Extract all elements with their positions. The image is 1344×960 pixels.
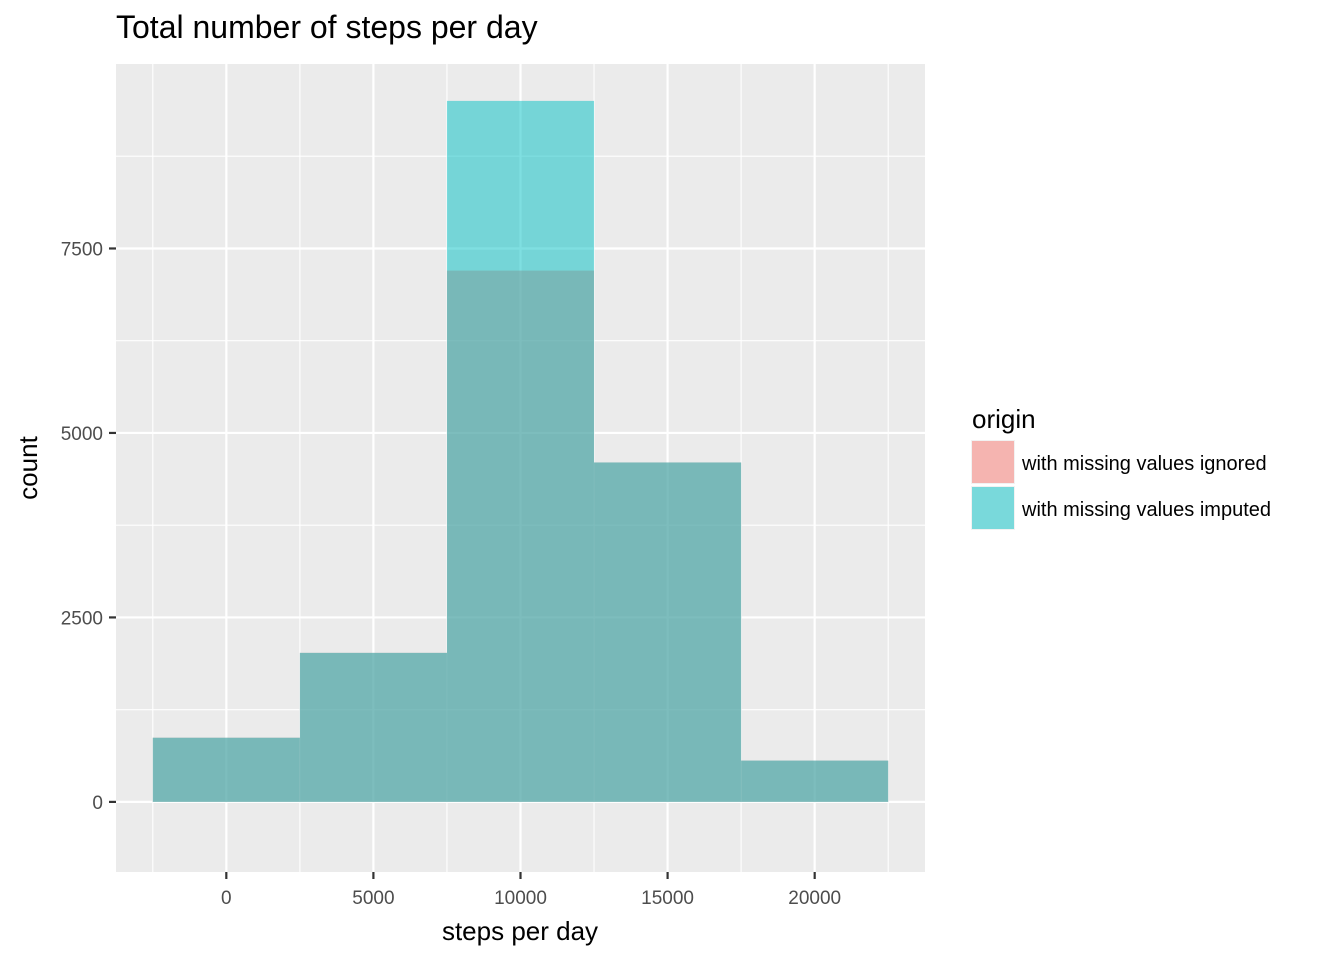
y-axis-title: count: [13, 435, 43, 499]
x-tick-label: 20000: [788, 888, 841, 909]
y-tick-labels: 0 2500 5000 7500: [61, 239, 103, 813]
legend-key-ignored: [972, 441, 1014, 483]
legend-key-imputed: [972, 487, 1014, 529]
bar-imputed-0: [152, 737, 300, 802]
x-tick-label: 10000: [494, 888, 547, 909]
x-tick-label: 5000: [352, 888, 394, 909]
legend-label-imputed: with missing values imputed: [1021, 499, 1271, 521]
chart-title: Total number of steps per day: [116, 9, 538, 45]
bar-imputed-1: [299, 652, 447, 802]
bar-imputed-2: [446, 100, 595, 802]
x-tick-labels: 0 5000 10000 15000 20000: [221, 888, 841, 909]
legend-title: origin: [972, 404, 1036, 434]
axis-ticks: [109, 247, 816, 879]
bar-imputed-4: [741, 760, 889, 802]
legend-label-ignored: with missing values ignored: [1021, 453, 1267, 475]
y-tick-label: 0: [92, 793, 103, 814]
bars: [152, 100, 889, 802]
y-tick-label: 2500: [61, 608, 103, 629]
x-tick-label: 15000: [641, 888, 694, 909]
x-axis-title: steps per day: [442, 916, 598, 946]
bar-imputed-3: [594, 462, 742, 802]
x-tick-label: 0: [221, 888, 232, 909]
y-tick-label: 5000: [61, 424, 103, 445]
y-tick-label: 7500: [61, 239, 103, 260]
legend: origin with missing values ignored with …: [971, 404, 1271, 530]
